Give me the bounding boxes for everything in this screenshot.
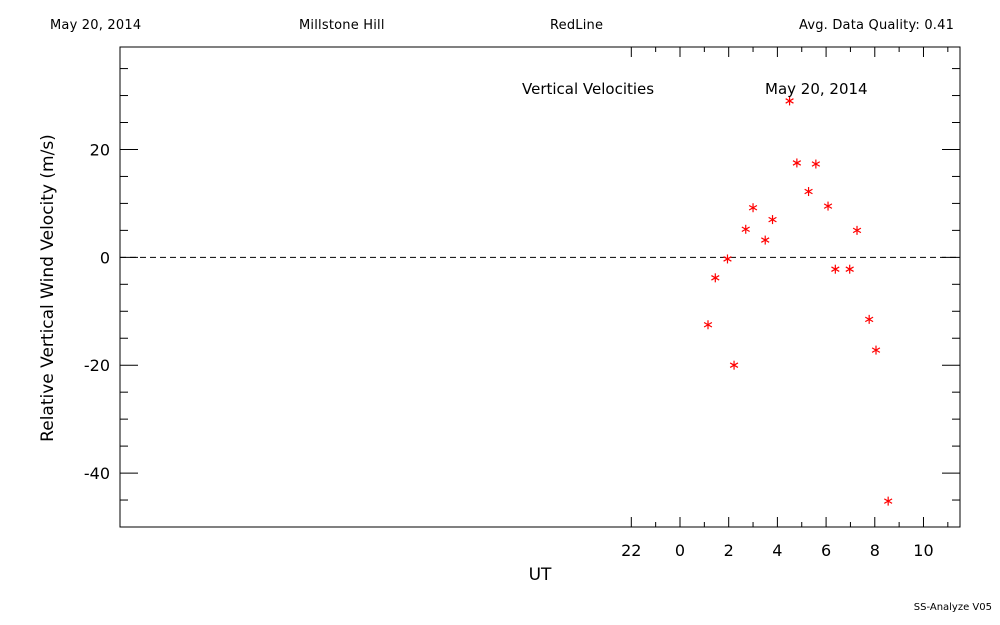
y-tick-label: 20 (90, 140, 110, 159)
data-point (864, 314, 874, 324)
plot-frame (119, 46, 961, 528)
data-point (804, 187, 813, 197)
data-point (852, 225, 862, 235)
data-point (761, 235, 770, 245)
header-instrument: RedLine (550, 18, 604, 33)
x-tick-label: 10 (913, 541, 933, 560)
data-point (823, 201, 833, 211)
chart-subtitle: May 20, 2014 (765, 80, 868, 98)
axis-ticks (120, 47, 960, 528)
data-point (785, 96, 794, 106)
data-point (703, 320, 713, 330)
x-tick-label: 22 (621, 541, 641, 560)
data-point (729, 360, 739, 370)
data-point (871, 345, 881, 355)
data-point (768, 215, 777, 225)
data-point (741, 224, 750, 234)
chart-title: Vertical Velocities (522, 80, 654, 98)
x-tick-label: 8 (870, 541, 880, 560)
data-points (703, 96, 893, 506)
x-tick-labels: 22 0 2 4 6 8 10 (621, 541, 934, 560)
x-tick-label: 0 (675, 541, 685, 560)
data-point (831, 264, 840, 274)
data-point (748, 203, 758, 213)
data-point (723, 254, 732, 264)
y-tick-label: 0 (100, 248, 110, 267)
x-axis-label: UT (529, 565, 552, 585)
y-tick-label: -20 (84, 356, 110, 375)
y-axis-label: Relative Vertical Wind Velocity (m/s) (38, 134, 58, 442)
software-version: SS-Analyze V05 (913, 602, 992, 613)
data-point (792, 158, 802, 168)
x-tick-label: 2 (724, 541, 734, 560)
data-point (711, 273, 720, 283)
data-point (811, 159, 821, 169)
y-tick-label: -40 (84, 464, 110, 483)
data-point (883, 496, 893, 506)
y-tick-labels: -40 -20 0 20 (84, 140, 110, 483)
x-tick-label: 6 (821, 541, 831, 560)
header-date: May 20, 2014 (50, 18, 142, 33)
data-point (845, 264, 854, 274)
x-tick-label: 4 (772, 541, 782, 560)
header-site: Millstone Hill (299, 18, 385, 33)
header-quality: Avg. Data Quality: 0.41 (799, 18, 955, 33)
